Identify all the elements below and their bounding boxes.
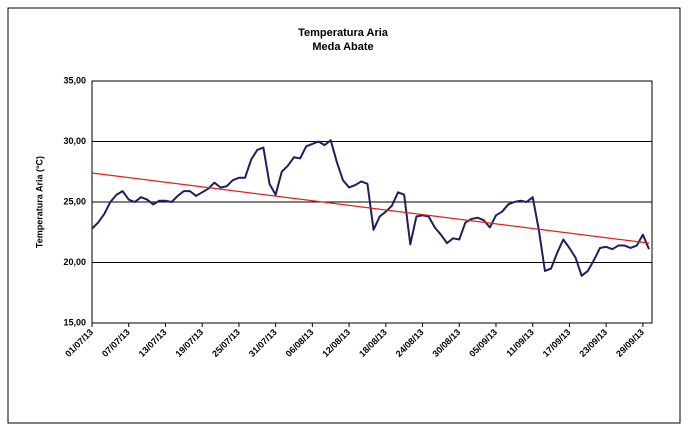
y-tick-label: 20,00 bbox=[63, 257, 86, 267]
chart-subtitle: Meda Abate bbox=[312, 41, 373, 53]
x-tick-label: 07/07/13 bbox=[100, 327, 132, 359]
x-tick-label: 30/08/13 bbox=[430, 327, 462, 359]
trend-line bbox=[91, 172, 650, 244]
x-tick-label: 06/08/13 bbox=[284, 327, 316, 359]
x-tick-label: 29/09/13 bbox=[614, 327, 646, 359]
y-tick-label: 15,00 bbox=[63, 317, 86, 327]
x-tick-label: 01/07/13 bbox=[63, 327, 95, 359]
data-line bbox=[91, 139, 650, 277]
y-tick-label: 30,00 bbox=[63, 136, 86, 146]
chart-title: Temperatura Aria bbox=[298, 27, 389, 39]
x-tick-label: 24/08/13 bbox=[394, 327, 426, 359]
x-tick-label: 05/09/13 bbox=[467, 327, 499, 359]
x-tick-label: 18/08/13 bbox=[357, 327, 389, 359]
x-tick-label: 31/07/13 bbox=[247, 327, 279, 359]
y-axis-label: Temperatura Aria (°C) bbox=[34, 156, 44, 248]
x-tick-label: 19/07/13 bbox=[173, 327, 205, 359]
x-tick-label: 11/09/13 bbox=[504, 327, 535, 358]
chart-frame bbox=[7, 7, 681, 424]
x-tick-label: 13/07/13 bbox=[137, 327, 169, 359]
y-tick-label: 25,00 bbox=[63, 196, 86, 206]
x-tick-label: 17/09/13 bbox=[541, 327, 573, 359]
x-tick-label: 23/09/13 bbox=[577, 327, 609, 359]
x-tick-label: 25/07/13 bbox=[210, 327, 242, 359]
x-tick-label: 12/08/13 bbox=[320, 327, 352, 359]
y-tick-label: 35,00 bbox=[63, 75, 86, 85]
